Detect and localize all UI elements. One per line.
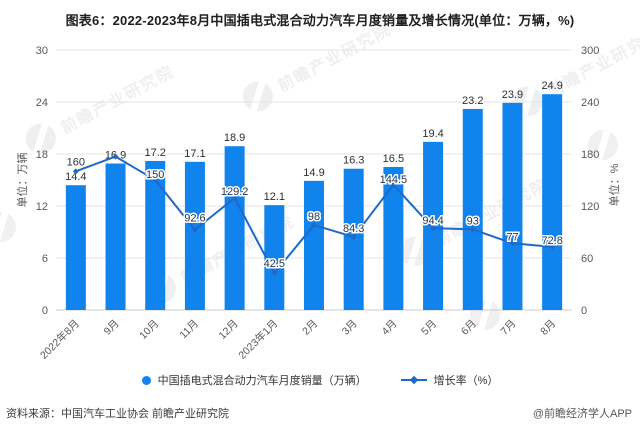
- right-axis-ticks: 0 60 120 180 240 300: [581, 45, 599, 317]
- line-label: 72.8: [541, 235, 562, 247]
- legend: 中国插电式混合动力汽车月度销量（万辆） 增长率（%）: [0, 372, 640, 388]
- bar-label: 23.2: [462, 95, 483, 107]
- x-label-4月: 4月: [379, 318, 399, 338]
- left-axis-ticks: 0 6 12 18 24 30: [36, 45, 48, 317]
- right-axis-title: 单位：%: [607, 163, 621, 206]
- line-point: [112, 153, 119, 160]
- line-point: [350, 233, 357, 240]
- svg-text:30: 30: [36, 45, 48, 57]
- bar-label: 24.9: [541, 80, 562, 92]
- svg-text:12: 12: [36, 201, 48, 213]
- x-label-6月: 6月: [459, 318, 479, 338]
- line-label: 160: [67, 156, 85, 168]
- legend-growth-label: 增长率（%）: [433, 375, 499, 387]
- brand-text: @前瞻经济学人APP: [532, 408, 632, 420]
- bar-4月: [383, 167, 404, 310]
- combo-chart: 0612182430060120180240300单位：万辆单位：%14.416…: [15, 45, 621, 362]
- bar-2月: [304, 180, 324, 310]
- line-point: [549, 243, 556, 250]
- bar-9月: [105, 163, 126, 310]
- line-label: 98: [308, 211, 320, 223]
- line-label: 42.5: [264, 258, 285, 270]
- line-marker-diamond-icon: [409, 375, 418, 385]
- bar-label: 14.9: [303, 167, 324, 179]
- line-label: 93: [467, 215, 479, 227]
- legend-item-growth[interactable]: 增长率（%）: [400, 372, 499, 388]
- svg-text:0: 0: [42, 305, 48, 317]
- bar-label: 19.4: [422, 128, 443, 140]
- svg-text:120: 120: [581, 201, 599, 213]
- bar-label: 16.5: [383, 153, 404, 165]
- line-label: 150: [146, 169, 164, 181]
- x-label-7月: 7月: [499, 318, 519, 338]
- svg-text:300: 300: [581, 45, 599, 57]
- bar-2022年8月: [65, 185, 86, 310]
- data-source-text: 资料来源：中国汽车工业协会 前瞻产业研究院: [6, 408, 230, 420]
- line-label: 92.6: [184, 213, 205, 225]
- legend-item-sales[interactable]: 中国插电式混合动力汽车月度销量（万辆）: [141, 372, 367, 388]
- bar-11月: [184, 161, 205, 310]
- svg-text:60: 60: [581, 253, 593, 265]
- svg-text:180: 180: [581, 149, 599, 161]
- line-point: [231, 195, 238, 202]
- left-axis-title: 单位：万辆: [15, 153, 29, 208]
- bar-label: 23.9: [502, 89, 523, 101]
- legend-sales-label: 中国插电式混合动力汽车月度销量（万辆）: [157, 375, 367, 387]
- x-label-9月: 9月: [102, 318, 122, 338]
- svg-text:6: 6: [42, 253, 48, 265]
- bar-label: 16.3: [343, 155, 364, 167]
- svg-text:240: 240: [581, 97, 599, 109]
- bar-12月: [224, 146, 245, 310]
- line-point: [469, 226, 476, 233]
- line-point: [72, 168, 79, 175]
- line-point: [311, 222, 317, 229]
- line-label: 84.3: [343, 223, 364, 235]
- x-label-2月: 2月: [300, 318, 320, 338]
- bars: 14.416.917.217.118.912.114.916.316.519.4…: [65, 80, 563, 310]
- x-label-2022年8月: 2022年8月: [37, 317, 82, 362]
- line-point: [191, 226, 198, 233]
- svg-text:24: 24: [36, 97, 48, 109]
- growth-line: 160 150 92.6 129.2 42.5 98 84.3 144.5 94.4 93 77 72…: [65, 153, 564, 277]
- bar-8月: [542, 94, 563, 310]
- x-label-8月: 8月: [538, 318, 558, 338]
- line-point: [509, 240, 516, 247]
- line-label: 94.4: [422, 215, 443, 227]
- bar-6月: [462, 108, 483, 310]
- line-label: 144.5: [380, 174, 408, 186]
- bar-label: 17.1: [184, 148, 205, 160]
- svg-text:0: 0: [581, 305, 587, 317]
- bar-7月: [502, 102, 523, 310]
- chart-title: 图表6：2022-2023年8月中国插电式混合动力汽车月度销量及增长情况(单位：…: [65, 13, 575, 28]
- bar-label: 17.2: [145, 147, 166, 159]
- x-label-2023年1月: 2023年1月: [236, 317, 281, 362]
- x-label-5月: 5月: [419, 318, 439, 338]
- x-label-10月: 10月: [137, 318, 161, 342]
- line-label: 77: [506, 231, 518, 243]
- line-point: [430, 225, 437, 232]
- line-label: 129.2: [221, 186, 249, 198]
- bar-series-dot-icon: [141, 375, 151, 385]
- bar-label: 14.4: [65, 171, 86, 183]
- bar-10月: [145, 160, 166, 310]
- line-point: [390, 181, 397, 188]
- x-label-12月: 12月: [217, 318, 241, 342]
- bar-2023年1月: [264, 205, 285, 310]
- svg-text:18: 18: [36, 149, 48, 161]
- x-label-11月: 11月: [177, 318, 201, 342]
- x-label-3月: 3月: [340, 318, 360, 338]
- line-point: [271, 270, 278, 277]
- bar-label: 18.9: [224, 132, 245, 144]
- bar-label: 12.1: [264, 191, 285, 203]
- line-point: [152, 177, 159, 183]
- line-series-marker-icon: [400, 375, 427, 385]
